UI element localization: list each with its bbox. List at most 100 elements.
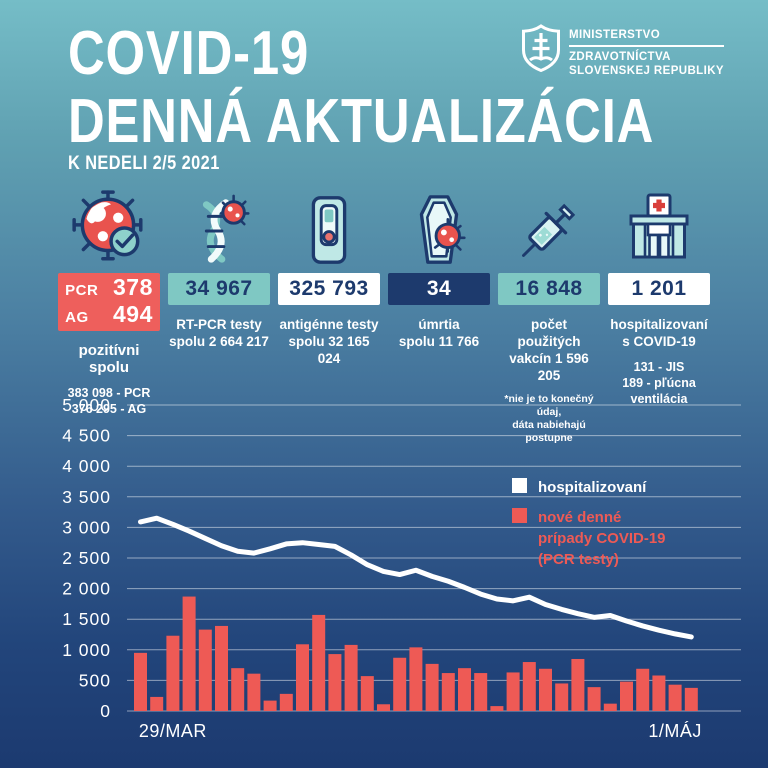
daily-cases-bar — [198, 629, 212, 711]
legend-entry: nové denné prípady COVID-19 (PCR testy) — [512, 507, 666, 570]
y-tick-label: 2 000 — [62, 579, 111, 599]
y-tick-label: 3 000 — [62, 517, 111, 537]
vaccines-caption: počet použitých vakcín 1 596 205 — [498, 316, 600, 384]
y-tick-label: 5 000 — [62, 395, 111, 415]
ag-tests-caption: antigénne testy spolu 32 165 024 — [278, 316, 380, 367]
daily-cases-bar — [215, 625, 228, 711]
daily-cases-bar — [312, 614, 326, 711]
daily-cases-bar — [150, 696, 164, 711]
pcr-tests-caption: RT-PCR testy spolu 2 664 217 — [169, 316, 269, 350]
logo-line-2: ZDRAVOTNÍCTVA — [569, 51, 671, 63]
ag-tests-box: 325 793 — [278, 273, 380, 305]
legend-entry: hospitalizovaní — [512, 477, 666, 498]
legend-swatch — [512, 478, 527, 493]
stat-vaccines: 16 848 počet použitých vakcín 1 596 205 … — [498, 183, 600, 445]
hospital-icon — [619, 183, 699, 273]
y-tick-label: 4 000 — [62, 456, 111, 476]
positive-box: PCR 378 AG 494 — [58, 273, 160, 331]
hospitalized-sub-jis: 131 - JIS — [633, 360, 685, 374]
daily-cases-bar — [247, 673, 261, 711]
daily-cases-bar — [182, 596, 196, 711]
vaccines-note-2: dáta nabiehajú — [512, 419, 586, 431]
hospitalized-caption-1: hospitalizovaní — [610, 317, 708, 332]
as-of-date: K NEDELI 2/5 2021 — [68, 153, 220, 174]
daily-cases-bar — [360, 676, 374, 711]
hospitalized-line — [138, 515, 694, 640]
y-tick-label: 2 500 — [62, 548, 111, 568]
pcr-tests-caption-2: spolu 2 664 217 — [169, 334, 269, 349]
daily-cases-bar — [668, 684, 682, 711]
daily-cases-bar — [522, 662, 536, 711]
daily-cases-bar — [279, 693, 293, 711]
vaccines-note-3: postupne — [525, 432, 573, 444]
logo-line-3: SLOVENSKEJ REPUBLIKY — [569, 65, 724, 77]
ag-label: AG — [65, 308, 89, 326]
ag-tests-caption-1: antigénne testy — [279, 317, 379, 332]
virus-check-icon — [68, 183, 150, 273]
syringe-icon — [510, 183, 588, 273]
vaccines-box: 16 848 — [498, 273, 600, 305]
vaccines-note-1: *nie je to konečný údaj, — [504, 393, 594, 418]
deaths-box: 34 — [388, 273, 490, 305]
hospitalized-caption: hospitalizovaní s COVID-19 — [610, 316, 708, 350]
title-line-1: COVID-19 — [68, 19, 310, 88]
daily-cases-bar — [296, 644, 309, 711]
y-tick-label: 1 500 — [62, 609, 111, 629]
chart-legend: hospitalizovaní nové denné prípady COVID-1… — [512, 477, 666, 579]
pcr-tests-caption-1: RT-PCR testy — [176, 317, 262, 332]
daily-cases-bar — [231, 668, 245, 711]
daily-cases-bar — [166, 635, 180, 711]
vaccines-note: *nie je to konečný údaj, dáta nabiehajú … — [498, 393, 600, 445]
positive-pcr-row: PCR 378 — [65, 275, 153, 302]
daily-cases-bar — [587, 687, 601, 711]
deaths-caption: úmrtia spolu 11 766 — [399, 316, 479, 350]
daily-cases-bar — [377, 704, 390, 711]
x-axis-label: 1/MÁJ — [648, 721, 702, 741]
y-tick-label: 500 — [79, 670, 111, 690]
ag-value: 494 — [112, 300, 153, 327]
logo-line-1: MINISTERSTVO — [569, 28, 724, 47]
page-title: COVID-19 DENNÁ AKTUALIZÁCIA — [68, 20, 654, 156]
positive-sub-pcr: 383 098 - PCR — [67, 386, 151, 400]
daily-cases-bar — [344, 644, 358, 711]
vaccines-caption-2: vakcín 1 596 205 — [509, 351, 589, 383]
daily-cases-bar — [684, 687, 698, 711]
y-tick-label: 1 000 — [62, 640, 111, 660]
hospitalized-box: 1 201 — [608, 273, 710, 305]
positive-ag-row: AG 494 — [65, 300, 153, 329]
ministry-logo: MINISTERSTVO ZDRAVOTNÍCTVA SLOVENSKEJ RE… — [521, 24, 724, 78]
daily-cases-bar — [636, 668, 650, 711]
slovak-coat-of-arms-icon — [521, 24, 561, 77]
daily-cases-bar — [603, 703, 617, 711]
legend-swatch — [512, 508, 527, 523]
daily-cases-bar — [328, 654, 342, 711]
hospitalized-caption-2: s COVID-19 — [622, 334, 696, 349]
coffin-virus-icon — [400, 183, 478, 273]
legend-label: nové denné prípady COVID-19 (PCR testy) — [538, 509, 666, 568]
legend-label: hospitalizovaní — [538, 479, 647, 496]
deaths-caption-2: spolu 11 766 — [398, 334, 480, 349]
daily-cases-bar — [425, 663, 439, 711]
daily-cases-bar — [134, 652, 147, 711]
deaths-caption-1: úmrtia — [418, 317, 460, 332]
daily-cases-bar — [652, 675, 666, 711]
y-tick-label: 3 500 — [62, 487, 111, 507]
stat-ag-tests: 325 793 antigénne testy spolu 32 165 024 — [278, 183, 380, 445]
y-tick-label: 4 500 — [62, 426, 111, 446]
daily-cases-bar — [393, 657, 407, 711]
daily-cases-bar — [441, 673, 455, 711]
hospitalized-subnotes: 131 - JIS 189 - pľúcna ventilácia — [608, 359, 710, 407]
title-line-2: DENNÁ AKTUALIZÁCIA — [68, 87, 655, 156]
daily-cases-bar — [571, 658, 585, 711]
daily-cases-bar — [458, 668, 471, 711]
antigen-test-icon — [290, 183, 368, 273]
stats-row: PCR 378 AG 494 pozitívni spolu 383 098 -… — [58, 183, 710, 445]
daily-cases-hospitalized-chart: 5 000 4 500 4 000 3 500 3 000 2 500 2 000 1 500… — [62, 395, 741, 741]
daily-cases-bar — [474, 673, 488, 711]
ministry-logo-text: MINISTERSTVO ZDRAVOTNÍCTVA SLOVENSKEJ RE… — [569, 24, 724, 78]
daily-cases-bar — [506, 672, 520, 711]
dna-virus-icon — [180, 183, 258, 273]
positive-caption: pozitívni spolu — [78, 342, 140, 376]
daily-cases-bar — [539, 668, 552, 711]
